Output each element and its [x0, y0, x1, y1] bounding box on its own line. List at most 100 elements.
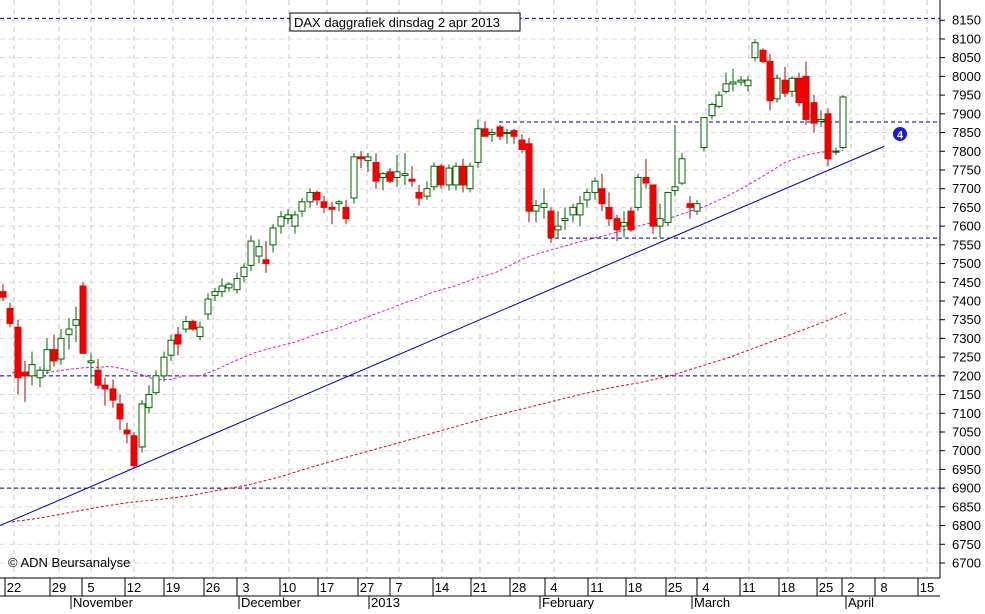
- candle-body: [50, 349, 58, 362]
- candle-92: [671, 125, 679, 197]
- candle-54: [393, 154, 401, 187]
- candle-body: [642, 176, 650, 184]
- y-tick-label-24: 7900: [952, 106, 981, 121]
- candle-8: [57, 329, 65, 365]
- month-label-4: March: [694, 595, 730, 609]
- month-label-2: 2013: [371, 595, 400, 609]
- candle-body: [474, 128, 482, 163]
- candle-113: [824, 108, 832, 167]
- x-tick-label-15: 11: [590, 580, 604, 595]
- candle-body: [634, 176, 642, 208]
- y-tick-label-22: 7800: [952, 144, 981, 159]
- x-tick-label-5: 26: [206, 580, 220, 595]
- candle-body: [802, 75, 810, 120]
- candle-body: [196, 326, 204, 338]
- grid: [0, 0, 940, 578]
- y-tick-label-10: 7200: [952, 368, 981, 383]
- candle-33: [240, 263, 248, 283]
- candle-body: [715, 94, 723, 107]
- candle-body: [21, 371, 29, 377]
- candle-body: [693, 203, 701, 212]
- candle-63: [459, 158, 467, 193]
- candle-111: [810, 95, 818, 133]
- candle-61: [445, 164, 453, 191]
- candle-58: [423, 181, 431, 200]
- candle-body: [379, 173, 387, 178]
- candle-34: [247, 235, 255, 272]
- y-tick-label-8: 7100: [952, 406, 981, 421]
- candle-body: [569, 206, 577, 216]
- candle-80: [583, 188, 591, 208]
- candle-24: [174, 327, 182, 356]
- candle-98: [715, 91, 723, 109]
- candle-1: [6, 302, 14, 328]
- candle-68: [496, 125, 504, 141]
- candle-body: [298, 201, 306, 212]
- x-tick-label-2: 5: [87, 580, 94, 595]
- candle-12: [87, 353, 95, 384]
- candle-27: [196, 321, 204, 341]
- candle-body: [430, 165, 438, 188]
- candle-body: [255, 246, 263, 257]
- candle-body: [79, 285, 87, 354]
- candle-body: [28, 364, 36, 377]
- y-tick-label-21: 7750: [952, 162, 981, 177]
- y-tick-label-25: 7950: [952, 88, 981, 103]
- candle-body: [437, 165, 445, 186]
- candle-body: [306, 191, 314, 203]
- candle-102: [744, 76, 752, 92]
- candle-42: [306, 188, 314, 208]
- candle-52: [379, 171, 387, 191]
- candle-body: [284, 214, 292, 220]
- x-tick-label-6: 3: [242, 580, 249, 595]
- candle-35: [255, 239, 263, 264]
- candle-81: [591, 177, 599, 200]
- candle-40: [291, 211, 299, 234]
- candle-body: [788, 77, 796, 92]
- candle-body: [510, 130, 518, 137]
- candle-45: [328, 201, 336, 225]
- candle-41: [298, 198, 306, 217]
- candle-body: [832, 150, 840, 153]
- candle-body: [138, 403, 146, 448]
- candle-89: [649, 184, 657, 234]
- candle-body: [466, 165, 474, 190]
- candle-3: [21, 360, 29, 403]
- candle-48: [350, 153, 358, 204]
- candle-body: [160, 356, 168, 377]
- month-label-1: December: [241, 595, 302, 609]
- candle-87: [634, 173, 642, 212]
- x-tick-label-23: 8: [880, 580, 887, 595]
- candle-body: [57, 337, 65, 360]
- candle-body: [824, 113, 832, 160]
- candle-70: [510, 128, 518, 144]
- candle-103: [751, 38, 759, 62]
- candle-20: [145, 385, 153, 414]
- candle-43: [313, 190, 321, 206]
- x-tick-label-24: 15: [920, 580, 934, 595]
- candle-29: [211, 287, 219, 301]
- candle-93: [678, 153, 686, 185]
- y-tick-label-23: 7850: [952, 125, 981, 140]
- series-line-ma-long: [11, 312, 847, 523]
- candle-64: [466, 162, 474, 193]
- candle-114: [832, 147, 840, 155]
- y-tick-label-17: 7550: [952, 237, 981, 252]
- candle-body: [218, 285, 226, 293]
- y-tick-label-6: 7000: [952, 443, 981, 458]
- y-tick-label-15: 7450: [952, 275, 981, 290]
- trendline: [0, 145, 885, 527]
- candle-46: [335, 199, 343, 212]
- x-tick-label-12: 21: [473, 580, 487, 595]
- candle-body: [72, 319, 80, 326]
- candle-body: [678, 158, 686, 184]
- candle-66: [481, 121, 489, 137]
- candle-body: [109, 388, 117, 401]
- candle-15: [109, 379, 117, 408]
- candle-body: [503, 132, 511, 135]
- x-tick-label-3: 12: [127, 580, 141, 595]
- candle-body: [145, 394, 153, 409]
- candle-body: [481, 128, 489, 137]
- x-tick-label-9: 27: [360, 580, 374, 595]
- candle-body: [744, 79, 752, 87]
